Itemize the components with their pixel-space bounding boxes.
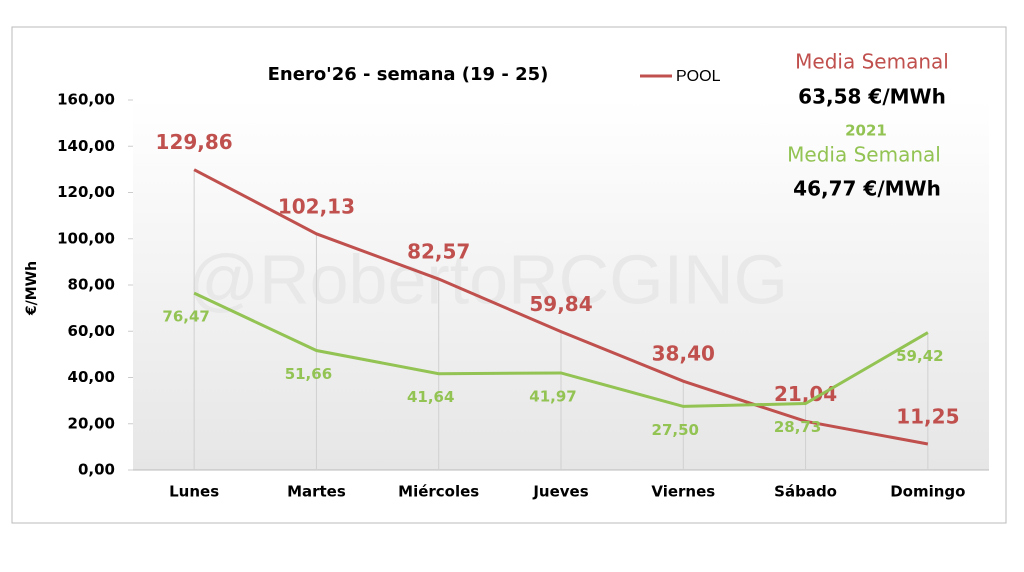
data-label: 51,66 bbox=[285, 365, 332, 383]
y-tick-label: 0,00 bbox=[78, 461, 115, 479]
y-tick-label: 60,00 bbox=[68, 322, 115, 340]
y-tick-label: 120,00 bbox=[57, 183, 115, 201]
x-tick-label: Jueves bbox=[532, 483, 588, 501]
annotation: 63,58 €/MWh bbox=[798, 85, 946, 109]
data-label: 59,42 bbox=[896, 347, 943, 365]
chart-title: Enero'26 - semana (19 - 25) bbox=[268, 64, 549, 85]
data-label: 59,84 bbox=[529, 292, 592, 316]
watermark: @RobertoRCGING bbox=[188, 240, 788, 318]
x-tick-label: Martes bbox=[287, 483, 346, 501]
y-tick-label: 40,00 bbox=[68, 368, 115, 386]
x-tick-label: Viernes bbox=[651, 483, 715, 501]
y-tick-label: 20,00 bbox=[68, 414, 115, 432]
y-tick-label: 100,00 bbox=[57, 229, 115, 247]
annotation: Media Semanal bbox=[795, 50, 949, 74]
y-tick-label: 160,00 bbox=[57, 91, 115, 109]
annotation: Media Semanal bbox=[787, 143, 941, 167]
data-label: 38,40 bbox=[652, 342, 715, 366]
y-tick-label: 80,00 bbox=[68, 276, 115, 294]
data-label: 102,13 bbox=[278, 194, 355, 218]
y-axis-label: €/MWh bbox=[24, 261, 40, 316]
series-line bbox=[193, 168, 929, 446]
legend-label: 2021 bbox=[845, 122, 887, 140]
data-label: 41,64 bbox=[407, 388, 454, 406]
legend-label: POOL bbox=[676, 68, 721, 85]
x-tick-label: Sábado bbox=[774, 483, 837, 501]
data-label: 129,86 bbox=[156, 130, 233, 154]
data-label: 11,25 bbox=[896, 404, 959, 428]
x-tick-label: Domingo bbox=[890, 483, 965, 501]
x-tick-label: Miércoles bbox=[398, 483, 479, 501]
data-label: 41,97 bbox=[529, 387, 576, 405]
y-tick-label: 140,00 bbox=[57, 137, 115, 155]
x-tick-label: Lunes bbox=[169, 483, 219, 501]
annotation: 46,77 €/MWh bbox=[793, 177, 941, 201]
data-label: 76,47 bbox=[162, 308, 209, 326]
data-label: 27,50 bbox=[652, 421, 699, 439]
data-label: 82,57 bbox=[407, 240, 470, 264]
series-line bbox=[193, 291, 929, 408]
data-label: 28,73 bbox=[774, 418, 821, 436]
